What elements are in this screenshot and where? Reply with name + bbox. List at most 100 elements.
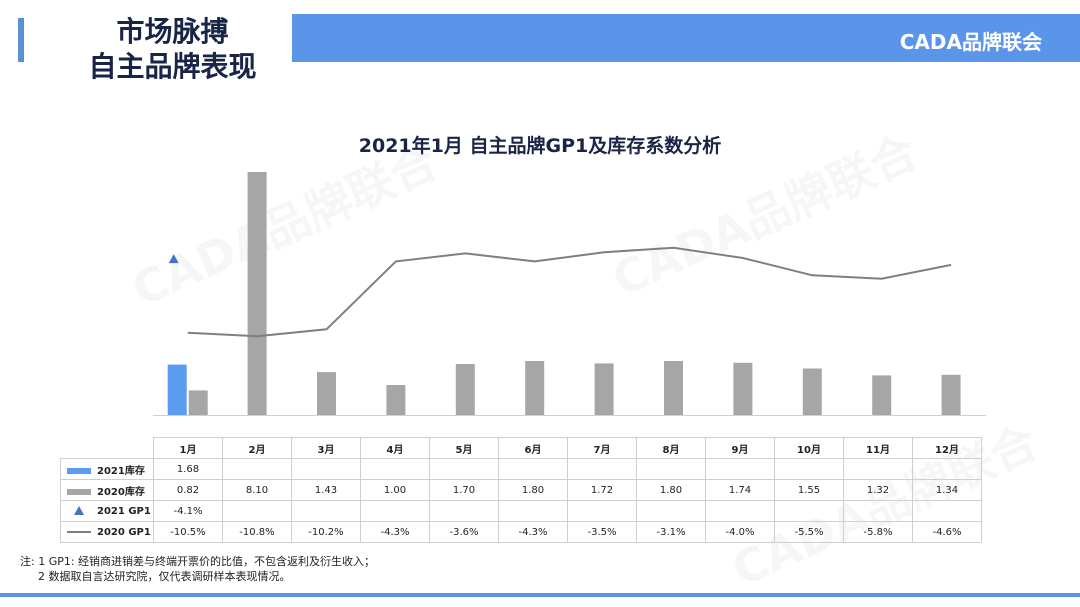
table-cell <box>567 500 637 522</box>
table-cell: 8.10 <box>222 479 292 501</box>
table-cell <box>291 458 361 480</box>
table-cell: -10.5% <box>153 521 223 543</box>
table-cell <box>912 500 982 522</box>
table-cell: -5.5% <box>774 521 844 543</box>
table-cell <box>429 500 499 522</box>
table-cell <box>360 500 430 522</box>
legend-2020-gp1: 2020 GP1 <box>60 521 154 543</box>
series-label: 2021 GP1 <box>97 505 151 517</box>
table-cell <box>567 458 637 480</box>
table-cell: -4.1% <box>153 500 223 522</box>
table-header-cell: 5月 <box>429 437 499 459</box>
bar-swatch-icon <box>67 467 91 474</box>
table-header-cell: 8月 <box>636 437 706 459</box>
table-cell: 1.34 <box>912 479 982 501</box>
footnote: 注: 1 GP1: 经销商进销差与终端开票价的比值，不包含返利及衍生收入； 2 … <box>20 554 375 584</box>
table-row-2020-gp1: 2020 GP1 -10.5% -10.8% -10.2% -4.3% -3.6… <box>60 521 982 543</box>
table-cell: -4.3% <box>360 521 430 543</box>
table-cell: 1.74 <box>705 479 775 501</box>
table-header-cell: 7月 <box>567 437 637 459</box>
table-cell <box>912 458 982 480</box>
accent-bar <box>18 18 24 62</box>
legend-2021-gp1: 2021 GP1 <box>60 500 154 522</box>
table-cell: 1.70 <box>429 479 499 501</box>
table-cell <box>843 458 913 480</box>
table-header-row: 1月 2月 3月 4月 5月 6月 7月 8月 9月 10月 11月 12月 <box>60 437 982 459</box>
table-cell: -4.0% <box>705 521 775 543</box>
bar-2020-inventory <box>317 372 336 415</box>
table-cell <box>774 458 844 480</box>
data-table: 1月 2月 3月 4月 5月 6月 7月 8月 9月 10月 11月 12月 2… <box>60 437 982 543</box>
chart-title: 2021年1月 自主品牌GP1及库存系数分析 <box>358 135 722 157</box>
table-cell <box>291 500 361 522</box>
table-cell: -3.1% <box>636 521 706 543</box>
footnote-line: 2 数据取自言达研究院，仅代表调研样本表现情况。 <box>38 570 291 583</box>
table-cell <box>360 458 430 480</box>
bar-2020-inventory <box>525 361 545 415</box>
legend-2021-inventory: 2021库存 <box>60 458 154 480</box>
bar-2020-inventory <box>188 390 208 415</box>
bar-swatch-icon <box>67 488 91 495</box>
table-cell: -10.2% <box>291 521 361 543</box>
table-header-cell: 9月 <box>705 437 775 459</box>
bars-2021 <box>167 364 187 415</box>
bar-2020-inventory <box>802 368 822 415</box>
table-header-cell: 1月 <box>153 437 223 459</box>
table-header-cell: 12月 <box>912 437 982 459</box>
series-label: 2020 GP1 <box>97 526 151 538</box>
bar-2020-inventory <box>941 374 961 415</box>
table-cell: -3.6% <box>429 521 499 543</box>
markers-2021 <box>168 254 179 264</box>
table-cell <box>843 500 913 522</box>
table-header-cell: 3月 <box>291 437 361 459</box>
bar-2020-inventory <box>594 363 614 415</box>
table-cell <box>429 458 499 480</box>
table-cell: -4.6% <box>912 521 982 543</box>
page-title-line2: 自主品牌表现 <box>88 50 257 83</box>
table-cell: -4.3% <box>498 521 568 543</box>
table-row-2020-inventory: 2020库存 0.82 8.10 1.43 1.00 1.70 1.80 1.7… <box>60 479 982 501</box>
bar-2020-inventory <box>247 172 267 415</box>
table-row-2021-inventory: 2021库存 1.68 <box>60 458 982 480</box>
table-cell <box>705 500 775 522</box>
table-cell: 1.43 <box>291 479 361 501</box>
table-cell: -3.5% <box>567 521 637 543</box>
table-cell <box>222 500 292 522</box>
table-cell: 1.32 <box>843 479 913 501</box>
line-2020-gp1 <box>187 246 952 338</box>
page-title: 市场脉搏 自主品牌表现 <box>55 14 290 84</box>
legend-2020-inventory: 2020库存 <box>60 479 154 501</box>
table-cell <box>498 458 568 480</box>
line-swatch-icon <box>67 530 91 533</box>
bar-2021-inventory <box>167 364 187 415</box>
table-cell: -10.8% <box>222 521 292 543</box>
bar-2020-inventory <box>455 364 475 415</box>
footnote-line: 注: 1 GP1: 经销商进销差与终端开票价的比值，不包含返利及衍生收入； <box>20 555 376 568</box>
bottom-accent-line <box>0 593 1080 597</box>
table-cell <box>636 458 706 480</box>
marker-2021-gp1 <box>168 254 179 264</box>
table-cell: 1.72 <box>567 479 637 501</box>
bar-2020-inventory <box>664 361 683 415</box>
table-header-cell: 2月 <box>222 437 292 459</box>
line-2020 <box>187 246 952 338</box>
table-cell <box>705 458 775 480</box>
brand-label: CADA品牌联会 <box>899 30 1042 54</box>
table-header-cell: 4月 <box>360 437 430 459</box>
table-cell <box>498 500 568 522</box>
table-header-cell: 6月 <box>498 437 568 459</box>
table-corner <box>60 437 154 459</box>
table-cell <box>636 500 706 522</box>
series-label: 2020库存 <box>97 486 145 498</box>
bars-2020 <box>188 172 961 415</box>
table-header-cell: 10月 <box>774 437 844 459</box>
page-title-line1: 市场脉搏 <box>116 15 229 48</box>
bar-2020-inventory <box>733 362 753 415</box>
chart-plot <box>153 172 986 416</box>
table-cell: 1.00 <box>360 479 430 501</box>
table-cell: 1.68 <box>153 458 223 480</box>
series-label: 2021库存 <box>97 465 145 477</box>
table-cell: 1.55 <box>774 479 844 501</box>
table-row-2021-gp1: 2021 GP1 -4.1% <box>60 500 982 522</box>
table-cell: -5.8% <box>843 521 913 543</box>
